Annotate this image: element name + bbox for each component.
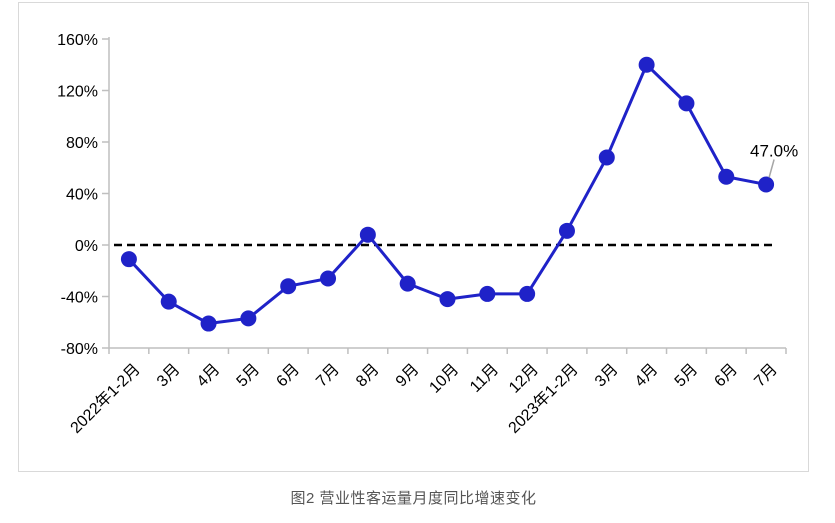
data-point — [399, 275, 416, 292]
annotation-leader-line — [768, 159, 775, 178]
data-line — [127, 63, 767, 326]
data-point — [439, 291, 456, 308]
data-point — [638, 56, 655, 73]
x-tick-label: 10月 — [426, 361, 462, 397]
data-point — [678, 95, 695, 112]
data-point — [718, 168, 735, 185]
data-point — [359, 226, 376, 243]
x-tick-label: 6月 — [273, 361, 303, 391]
chart-caption: 图2 营业性客运量月度同比增速变化 — [290, 490, 537, 507]
x-tick-label: 2023年1-2月 — [505, 360, 582, 437]
data-point — [240, 310, 257, 327]
data-point — [479, 285, 496, 302]
x-tick-label: 3月 — [154, 361, 184, 391]
data-point — [519, 285, 536, 302]
y-tick-label: -80% — [61, 341, 98, 358]
y-tick-label: 40% — [66, 187, 98, 204]
chart-frame — [18, 2, 809, 472]
x-tick-label: 9月 — [393, 361, 423, 391]
data-point — [120, 251, 137, 268]
x-tick-label: 5月 — [672, 361, 702, 391]
data-point — [558, 222, 575, 239]
y-tick-label: 80% — [66, 135, 98, 152]
y-tick-label: 0% — [75, 238, 98, 255]
x-tick-label: 3月 — [592, 361, 622, 391]
y-tick-label: 120% — [57, 84, 98, 101]
y-tick-label: -40% — [61, 290, 98, 307]
data-point — [758, 176, 775, 193]
data-point — [598, 149, 615, 166]
annotation-label: 47.0% — [750, 141, 798, 160]
data-point — [280, 278, 297, 295]
data-point — [160, 293, 177, 310]
x-tick-label: 7月 — [313, 361, 343, 391]
x-tick-label: 8月 — [353, 361, 383, 391]
x-tick-label: 5月 — [234, 361, 264, 391]
x-tick-label: 11月 — [467, 361, 502, 396]
x-tick-label: 12月 — [506, 361, 542, 397]
x-tick-label: 2022年1-2月 — [67, 360, 144, 437]
x-tick-label: 4月 — [632, 361, 662, 391]
data-point — [200, 315, 217, 332]
data-point — [320, 270, 337, 287]
y-tick-label: 160% — [57, 32, 98, 49]
x-tick-label: 7月 — [751, 361, 781, 391]
x-tick-label: 6月 — [711, 361, 741, 391]
x-tick-label: 4月 — [194, 361, 224, 391]
